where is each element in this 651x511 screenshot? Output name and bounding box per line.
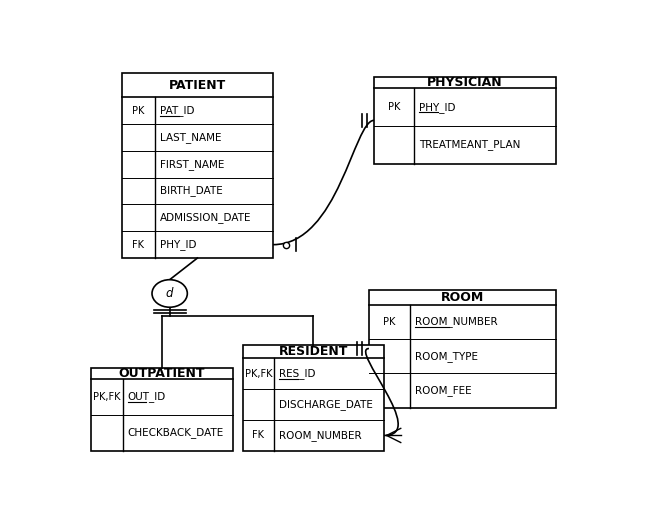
Text: PHY_ID: PHY_ID <box>419 102 456 112</box>
Text: CHECKBACK_DATE: CHECKBACK_DATE <box>128 427 224 438</box>
Text: PK,FK: PK,FK <box>93 392 120 402</box>
Text: FK: FK <box>253 430 264 440</box>
Text: RES_ID: RES_ID <box>279 368 316 379</box>
Text: PHYSICIAN: PHYSICIAN <box>427 76 503 89</box>
Bar <box>91 368 233 451</box>
Text: ROOM_FEE: ROOM_FEE <box>415 385 472 396</box>
Text: PHY_ID: PHY_ID <box>160 239 197 250</box>
Text: ROOM: ROOM <box>441 291 484 304</box>
Text: FIRST_NAME: FIRST_NAME <box>160 159 225 170</box>
Text: FK: FK <box>132 240 145 250</box>
Text: ADMISSION_DATE: ADMISSION_DATE <box>160 213 251 223</box>
Bar <box>374 77 555 164</box>
Text: LAST_NAME: LAST_NAME <box>160 132 221 143</box>
Text: PATIENT: PATIENT <box>169 79 226 91</box>
Text: OUT_ID: OUT_ID <box>128 391 166 402</box>
Bar <box>122 73 273 258</box>
Text: RESIDENT: RESIDENT <box>279 345 348 358</box>
Text: PK: PK <box>132 106 145 115</box>
Text: ROOM_NUMBER: ROOM_NUMBER <box>415 316 498 328</box>
Text: BIRTH_DATE: BIRTH_DATE <box>160 185 223 196</box>
Text: TREATMEANT_PLAN: TREATMEANT_PLAN <box>419 140 520 150</box>
Text: PAT_ID: PAT_ID <box>160 105 195 116</box>
Text: PK: PK <box>383 317 396 327</box>
Text: PK: PK <box>388 102 400 112</box>
Text: DISCHARGE_DATE: DISCHARGE_DATE <box>279 399 373 410</box>
Text: ROOM_TYPE: ROOM_TYPE <box>415 351 478 362</box>
Text: d: d <box>166 287 173 300</box>
Text: PK,FK: PK,FK <box>245 369 272 379</box>
Circle shape <box>152 280 187 307</box>
Text: ROOM_NUMBER: ROOM_NUMBER <box>279 430 361 441</box>
Bar <box>243 344 384 451</box>
Text: OUTPATIENT: OUTPATIENT <box>119 367 205 380</box>
Bar <box>369 290 555 408</box>
